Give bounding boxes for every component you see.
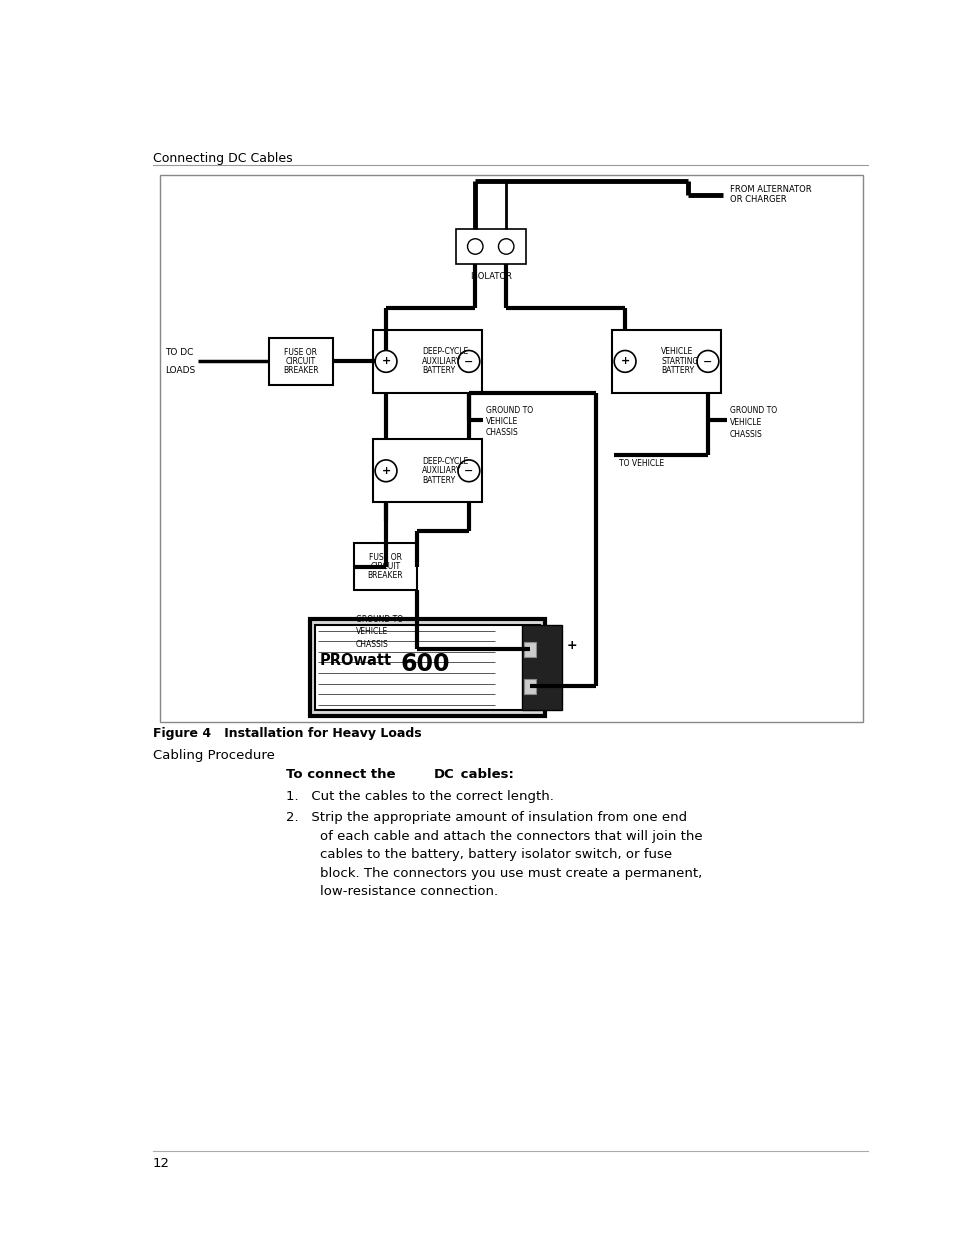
FancyBboxPatch shape (160, 175, 862, 722)
Ellipse shape (497, 238, 514, 254)
Text: AUXILIARY: AUXILIARY (421, 467, 461, 475)
Ellipse shape (614, 351, 636, 372)
Text: +: + (566, 638, 577, 652)
FancyBboxPatch shape (523, 679, 535, 694)
Text: BREAKER: BREAKER (283, 367, 318, 375)
Ellipse shape (457, 351, 479, 372)
Text: TO VEHICLE: TO VEHICLE (618, 458, 663, 468)
Text: DC: DC (434, 768, 455, 781)
Text: DEEP-CYCLE: DEEP-CYCLE (421, 347, 468, 357)
Text: VEHICLE: VEHICLE (729, 417, 761, 427)
Text: cables:: cables: (456, 768, 514, 781)
Text: 1.   Cut the cables to the correct length.: 1. Cut the cables to the correct length. (286, 790, 554, 803)
Text: VEHICLE: VEHICLE (355, 627, 387, 636)
Text: −: − (464, 466, 473, 475)
Ellipse shape (697, 351, 718, 372)
Text: DEEP-CYCLE: DEEP-CYCLE (421, 457, 468, 466)
Text: BATTERY: BATTERY (421, 475, 455, 485)
FancyBboxPatch shape (269, 338, 333, 384)
Text: CHASSIS: CHASSIS (355, 640, 388, 648)
FancyBboxPatch shape (523, 642, 535, 657)
Text: FROM ALTERNATOR: FROM ALTERNATOR (729, 184, 811, 194)
Text: To connect the: To connect the (286, 768, 400, 781)
Text: low-resistance connection.: low-resistance connection. (319, 885, 497, 898)
Text: FUSE OR: FUSE OR (369, 553, 401, 562)
Text: FUSE OR: FUSE OR (284, 347, 317, 357)
Text: −: − (702, 357, 712, 367)
Text: VEHICLE: VEHICLE (660, 347, 693, 357)
Text: CHASSIS: CHASSIS (729, 430, 761, 440)
Text: Connecting DC Cables: Connecting DC Cables (152, 152, 292, 164)
FancyBboxPatch shape (373, 330, 481, 393)
Text: of each cable and attach the connectors that will join the: of each cable and attach the connectors … (319, 830, 701, 842)
Ellipse shape (375, 351, 396, 372)
Text: CHASSIS: CHASSIS (485, 427, 518, 437)
Text: CIRCUIT: CIRCUIT (370, 562, 400, 571)
Text: GROUND TO: GROUND TO (485, 405, 533, 415)
Text: GROUND TO: GROUND TO (355, 615, 402, 624)
FancyBboxPatch shape (521, 625, 562, 710)
Text: BATTERY: BATTERY (660, 367, 694, 375)
Text: BREAKER: BREAKER (367, 572, 403, 580)
Text: Figure 4   Installation for Heavy Loads: Figure 4 Installation for Heavy Loads (152, 727, 421, 740)
Text: VEHICLE: VEHICLE (485, 416, 517, 426)
Text: +: + (381, 357, 390, 367)
Text: STARTING: STARTING (660, 357, 698, 366)
FancyBboxPatch shape (310, 619, 544, 716)
Ellipse shape (457, 459, 479, 482)
Text: −: − (566, 680, 577, 693)
Text: BATTERY: BATTERY (421, 367, 455, 375)
Text: block. The connectors you use must create a permanent,: block. The connectors you use must creat… (319, 867, 701, 879)
FancyBboxPatch shape (612, 330, 720, 393)
Text: ISOLATOR: ISOLATOR (469, 272, 511, 280)
Text: +: + (619, 357, 629, 367)
Ellipse shape (375, 459, 396, 482)
Text: 2.   Strip the appropriate amount of insulation from one end: 2. Strip the appropriate amount of insul… (286, 811, 686, 824)
FancyBboxPatch shape (373, 440, 481, 503)
Text: OR CHARGER: OR CHARGER (729, 195, 785, 205)
Text: PROwatt: PROwatt (319, 653, 392, 668)
Text: GROUND TO: GROUND TO (729, 405, 776, 415)
Text: 12: 12 (152, 1157, 170, 1170)
Text: TO DC: TO DC (165, 348, 193, 357)
Text: LOADS: LOADS (165, 366, 195, 374)
FancyBboxPatch shape (456, 228, 525, 264)
Text: +: + (381, 466, 390, 475)
Text: CIRCUIT: CIRCUIT (286, 357, 315, 366)
Text: AUXILIARY: AUXILIARY (421, 357, 461, 366)
Text: Cabling Procedure: Cabling Procedure (152, 750, 274, 762)
FancyBboxPatch shape (314, 625, 539, 710)
Text: cables to the battery, battery isolator switch, or fuse: cables to the battery, battery isolator … (319, 848, 671, 861)
FancyBboxPatch shape (354, 543, 416, 590)
Text: −: − (464, 357, 473, 367)
Text: 600: 600 (400, 652, 450, 676)
Ellipse shape (467, 238, 482, 254)
